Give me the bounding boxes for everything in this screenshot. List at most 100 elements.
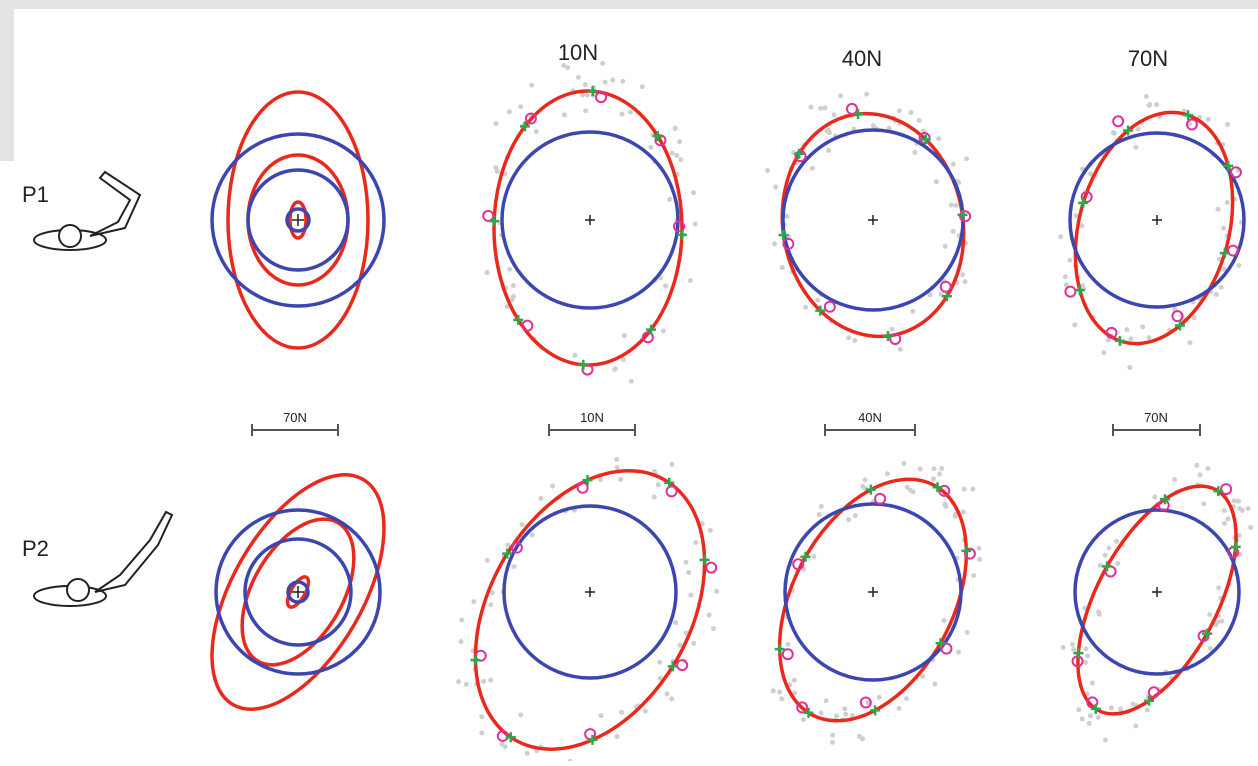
sample-dot: [1248, 525, 1253, 530]
sample-dot: [714, 589, 719, 594]
sample-dot: [657, 660, 662, 665]
sample-dot: [846, 517, 851, 522]
sample-dot: [910, 309, 915, 314]
measured-point: [1221, 484, 1231, 494]
sample-dot: [901, 461, 906, 466]
sample-dot: [898, 347, 903, 352]
sample-dot: [1147, 335, 1152, 340]
sample-dot: [971, 573, 976, 578]
scale-label: 70N: [1144, 410, 1168, 425]
sample-dot: [612, 367, 617, 372]
measured-point: [706, 563, 716, 573]
sample-dot: [942, 502, 947, 507]
sample-dot: [843, 712, 848, 717]
sample-dot: [965, 630, 970, 635]
sample-dot: [1085, 653, 1090, 658]
scale-label: 40N: [858, 410, 882, 425]
sample-dot: [1192, 315, 1197, 320]
center-cross: [585, 587, 595, 597]
sample-dot: [860, 484, 865, 489]
sample-dot: [937, 472, 942, 477]
sample-dot: [792, 678, 797, 683]
sample-dot: [1114, 539, 1119, 544]
sample-dot: [819, 504, 824, 509]
sample-dot: [817, 512, 822, 517]
sample-dot: [598, 713, 603, 718]
center-cross: [585, 215, 595, 225]
sample-dot: [905, 485, 910, 490]
measured-point: [783, 649, 793, 659]
sample-dot: [897, 108, 902, 113]
sample-dot: [669, 462, 674, 467]
sample-dot: [909, 110, 914, 115]
sample-dot: [1101, 350, 1106, 355]
sample-dot: [1221, 226, 1226, 231]
sample-dot: [488, 602, 493, 607]
sample-dot: [976, 546, 981, 551]
sample-dot: [1145, 707, 1150, 712]
model-point: [1231, 542, 1241, 552]
sample-dot: [818, 106, 823, 111]
sample-dot: [1152, 495, 1157, 500]
column-header: 10N: [558, 40, 598, 65]
sample-dot: [1222, 508, 1227, 513]
sample-dot: [600, 61, 605, 66]
sample-dot: [664, 691, 669, 696]
measured-point: [483, 211, 493, 221]
side-strip: [0, 9, 14, 161]
scale-bars: [252, 424, 1200, 436]
sample-dot: [518, 104, 523, 109]
sample-dot: [670, 151, 675, 156]
sample-dot: [693, 540, 698, 545]
sample-dot: [550, 483, 555, 488]
sample-dot: [1112, 131, 1117, 136]
row-label: P2: [22, 536, 49, 561]
sample-dot: [583, 108, 588, 113]
sample-dot: [842, 706, 847, 711]
scale-label: 70N: [283, 410, 307, 425]
sample-dot: [1240, 508, 1245, 513]
measured-point: [1231, 167, 1241, 177]
sample-dot: [1214, 292, 1219, 297]
sample-dot: [507, 109, 512, 114]
sample-dot: [652, 495, 657, 500]
sample-dot: [826, 148, 831, 153]
sample-dot: [530, 532, 535, 537]
sample-dot: [917, 118, 922, 123]
sample-dot: [708, 528, 713, 533]
sample-dot: [507, 267, 512, 272]
red-ellipse: [741, 448, 1004, 753]
sample-dot: [1070, 642, 1075, 647]
sample-dot: [1136, 126, 1141, 131]
sample-dot: [934, 179, 939, 184]
sample-dot: [1205, 466, 1210, 471]
sample-dot: [949, 203, 954, 208]
center-cross: [1152, 587, 1162, 597]
sample-dot: [931, 476, 936, 481]
sample-dot: [826, 128, 831, 133]
sample-dot: [1201, 501, 1206, 506]
sample-dot: [520, 522, 525, 527]
sample-dot: [512, 564, 517, 569]
sample-dot: [810, 166, 815, 171]
sample-dot: [459, 639, 464, 644]
sample-dot: [688, 278, 693, 283]
sample-dot: [1219, 619, 1224, 624]
sample-dot: [780, 265, 785, 270]
sample-dot: [936, 136, 941, 141]
sample-dot: [1172, 477, 1177, 482]
sample-dot: [1103, 738, 1108, 743]
sample-dot: [832, 112, 837, 117]
sample-dot: [964, 156, 969, 161]
sample-dot: [824, 698, 829, 703]
sample-dot: [562, 112, 567, 117]
sample-dot: [932, 466, 937, 471]
sample-dot: [1127, 365, 1132, 370]
sample-dot: [493, 121, 498, 126]
sample-dot: [583, 82, 588, 87]
sample-dot: [598, 477, 603, 482]
sample-dot: [459, 618, 464, 623]
sample-dot: [614, 457, 619, 462]
sample-dot: [951, 229, 956, 234]
sample-dot: [667, 197, 672, 202]
